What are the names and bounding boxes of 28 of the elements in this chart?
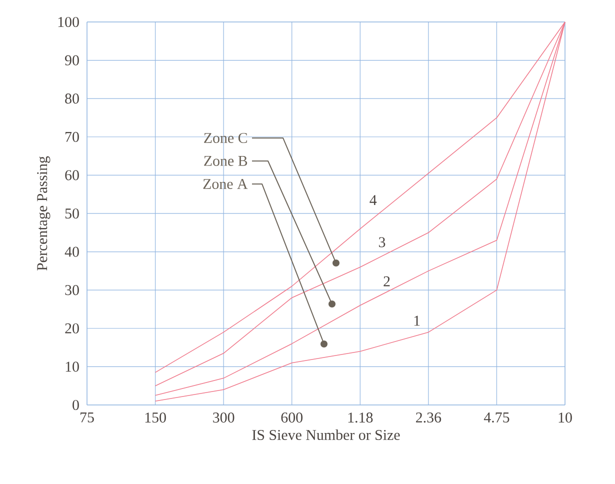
x-tick-label: 2.36 [416,412,442,423]
series-label: 3 [378,237,386,248]
y-tick-label: 20 [65,323,79,334]
y-tick-label: 100 [58,16,79,28]
series-label: 2 [384,276,390,286]
x-tick-label: 300 [213,412,234,423]
x-tick-label: 600 [281,412,303,423]
y-tick-label: 10 [66,362,79,372]
y-tick-label: 30 [65,285,79,296]
y-tick-label: 60 [65,170,79,180]
y-tick-label: 90 [65,55,79,66]
y-tick-label: 50 [65,208,79,219]
y-tick-label: 80 [65,94,79,104]
x-tick-label: 75 [80,412,94,422]
x-tick-label: 10 [558,412,572,423]
y-tick-label: 0 [72,400,79,410]
annotation: Zone A [203,178,248,189]
annotation: Zone B [204,156,248,166]
y-tick-label: 70 [66,132,79,142]
series-label: 4 [370,195,377,205]
series-label: 1 [414,316,420,326]
annotation: Zone C [204,132,247,144]
x-tick-label: 1.18 [348,412,373,423]
x-tick-label: 150 [145,412,166,423]
x-tick-label: 4.75 [484,412,510,423]
y-axis-title: Percentage Passing [37,156,50,271]
y-tick-label: 40 [64,246,79,257]
x-axis-title: IS Sieve Number or Size [252,430,400,440]
